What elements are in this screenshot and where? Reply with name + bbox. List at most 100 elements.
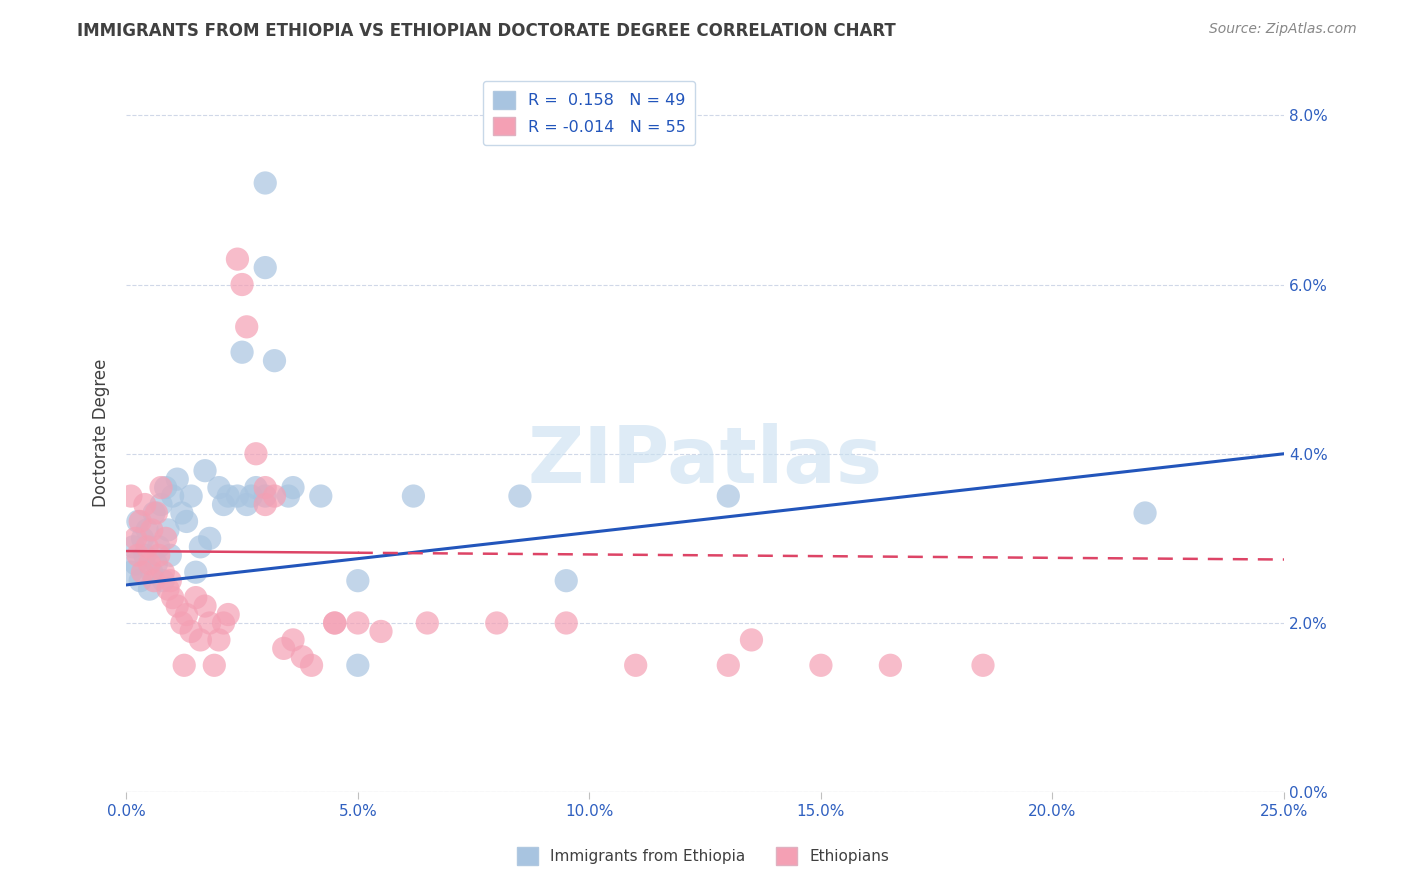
Point [281,632,304,647]
Point [141,523,163,537]
Point [162,489,184,503]
Point [122,540,145,554]
Point [152,574,174,588]
Point [120,489,142,503]
Point [301,658,323,673]
Point [235,498,257,512]
Point [254,176,277,190]
Point [402,489,425,503]
Point [254,481,277,495]
Point [127,515,149,529]
Point [323,615,346,630]
Point [217,489,239,503]
Point [291,649,314,664]
Point [170,615,193,630]
Point [150,481,173,495]
Point [717,489,740,503]
Point [212,615,235,630]
Point [194,599,217,613]
Point [879,658,901,673]
Point [143,574,166,588]
Point [120,565,142,579]
Point [273,641,295,656]
Point [740,632,762,647]
Point [176,607,198,622]
Point [124,532,146,546]
Point [180,489,202,503]
Point [198,615,221,630]
Legend: R =  0.158   N = 49, R = -0.014   N = 55: R = 0.158 N = 49, R = -0.014 N = 55 [484,81,696,145]
Point [208,632,231,647]
Text: Source: ZipAtlas.com: Source: ZipAtlas.com [1209,22,1357,37]
Point [150,498,173,512]
Text: IMMIGRANTS FROM ETHIOPIA VS ETHIOPIAN DOCTORATE DEGREE CORRELATION CHART: IMMIGRANTS FROM ETHIOPIA VS ETHIOPIAN DO… [77,22,896,40]
Point [136,523,159,537]
Point [263,489,285,503]
Point [245,481,267,495]
Point [166,472,188,486]
Point [217,607,239,622]
Point [254,260,277,275]
Point [129,574,152,588]
Point [134,549,156,563]
Point [485,615,508,630]
Point [212,498,235,512]
Point [173,658,195,673]
Point [134,498,156,512]
Point [180,624,202,639]
Point [717,658,740,673]
Point [231,277,253,292]
Point [416,615,439,630]
Point [509,489,531,503]
Point [347,615,370,630]
Point [145,506,167,520]
Point [155,481,177,495]
Point [156,523,179,537]
Point [972,658,994,673]
Point [127,549,149,563]
Point [309,489,332,503]
Point [347,574,370,588]
Point [277,489,299,503]
Point [323,615,346,630]
Point [624,658,647,673]
Legend: Immigrants from Ethiopia, Ethiopians: Immigrants from Ethiopia, Ethiopians [510,841,896,871]
Point [138,582,160,596]
Point [166,599,188,613]
Point [184,565,207,579]
Point [208,481,231,495]
Point [148,549,170,563]
Point [170,506,193,520]
Point [254,489,277,503]
Point [159,574,181,588]
Point [155,532,177,546]
Point [555,615,578,630]
Point [240,489,263,503]
Point [555,574,578,588]
Point [263,353,285,368]
Y-axis label: Doctorate Degree: Doctorate Degree [93,359,110,507]
Point [810,658,832,673]
Text: ZIPatlas: ZIPatlas [527,424,883,500]
Point [281,481,304,495]
Point [202,658,225,673]
Point [156,582,179,596]
Point [136,540,159,554]
Point [190,540,212,554]
Point [1133,506,1156,520]
Point [159,549,181,563]
Point [226,252,249,267]
Point [370,624,392,639]
Point [235,319,257,334]
Point [145,557,167,571]
Point [245,447,267,461]
Point [184,591,207,605]
Point [143,506,166,520]
Point [162,591,184,605]
Point [129,515,152,529]
Point [138,557,160,571]
Point [131,565,153,579]
Point [194,464,217,478]
Point [226,489,249,503]
Point [231,345,253,359]
